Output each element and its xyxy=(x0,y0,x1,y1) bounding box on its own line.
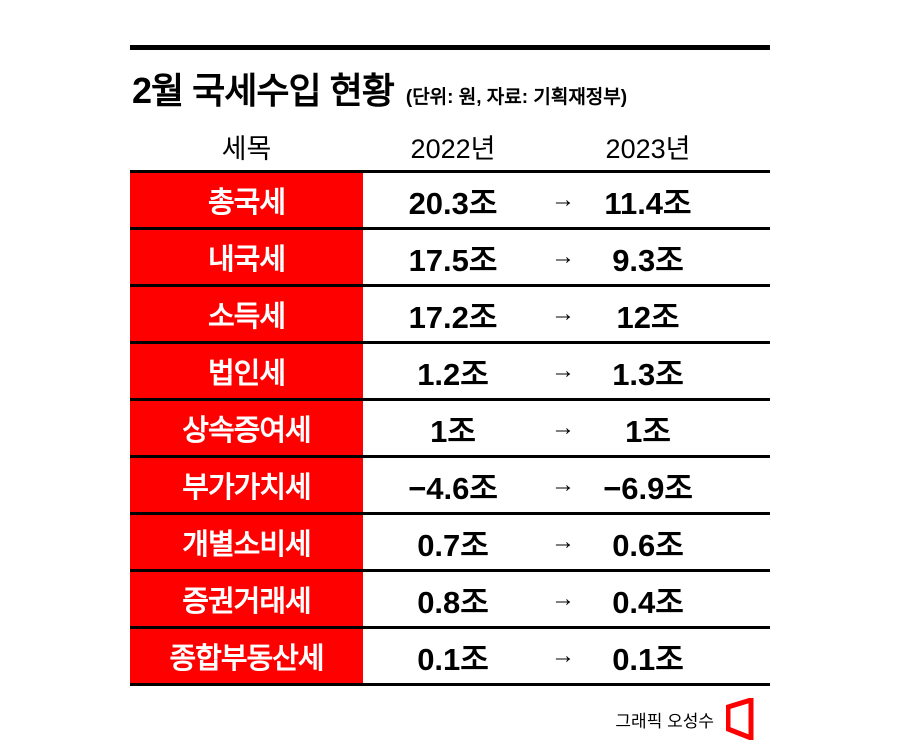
content-wrap: 2월 국세수입 현황 (단위: 원, 자료: 기획재정부) 세목 2022년 2… xyxy=(130,45,770,686)
row-label: 상속증여세 xyxy=(130,401,363,455)
value-2023: 11.4조 xyxy=(604,185,692,221)
row-label: 부가가치세 xyxy=(130,458,363,512)
row-label: 소득세 xyxy=(130,287,363,341)
value-2023: −6.9조 xyxy=(603,470,693,506)
table-row: 종합부동산세 0.1조 → 0.1조 xyxy=(130,626,770,683)
title-unit-note: (단위: 원, 자료: 기획재정부) xyxy=(405,87,628,108)
arrow-right-icon: → xyxy=(551,585,575,612)
arrow-right-icon: → xyxy=(551,471,575,498)
value-2022: 1.2조 xyxy=(417,356,489,392)
arrow-right-icon: → xyxy=(551,186,575,213)
footer: 그래픽 오성수 xyxy=(130,698,770,740)
top-rule xyxy=(130,45,770,50)
value-2022: 1조 xyxy=(430,413,476,449)
table-header: 세목 2022년 2023년 xyxy=(130,122,770,170)
value-2022: −4.6조 xyxy=(408,470,498,506)
table-row: 법인세 1.2조 → 1.3조 xyxy=(130,341,770,398)
value-2023: 1.3조 xyxy=(612,356,684,392)
table-row: 개별소비세 0.7조 → 0.6조 xyxy=(130,512,770,569)
arrow-right-icon: → xyxy=(551,414,575,441)
arrow-right-icon: → xyxy=(551,243,575,270)
column-header-2022: 2022년 xyxy=(410,133,496,164)
arrow-right-icon: → xyxy=(551,642,575,669)
publisher-logo-icon xyxy=(726,698,754,740)
table-row: 증권거래세 0.8조 → 0.4조 xyxy=(130,569,770,626)
column-header-2023: 2023년 xyxy=(605,133,691,164)
row-label: 종합부동산세 xyxy=(130,629,363,683)
table-row: 부가가치세 −4.6조 → −6.9조 xyxy=(130,455,770,512)
tax-table: 총국세 20.3조 → 11.4조 내국세 17.5조 → 9.3조 소득세 1… xyxy=(130,170,770,686)
value-2023: 9.3조 xyxy=(612,242,684,278)
value-2022: 20.3조 xyxy=(408,185,498,221)
arrow-right-icon: → xyxy=(551,357,575,384)
table-row: 내국세 17.5조 → 9.3조 xyxy=(130,227,770,284)
value-2022: 0.1조 xyxy=(417,641,489,677)
column-header-item: 세목 xyxy=(221,133,272,164)
title-bar: 2월 국세수입 현황 (단위: 원, 자료: 기획재정부) xyxy=(130,50,770,122)
graphic-credit: 그래픽 오성수 xyxy=(615,711,714,731)
value-2022: 17.5조 xyxy=(408,242,498,278)
arrow-right-icon: → xyxy=(551,528,575,555)
row-label: 증권거래세 xyxy=(130,572,363,626)
row-label: 총국세 xyxy=(130,173,363,227)
row-label: 개별소비세 xyxy=(130,515,363,569)
page-title: 2월 국세수입 현황 xyxy=(132,70,395,111)
table-row: 총국세 20.3조 → 11.4조 xyxy=(130,170,770,227)
arrow-right-icon: → xyxy=(551,300,575,327)
value-2022: 0.8조 xyxy=(417,584,489,620)
value-2023: 12조 xyxy=(616,299,680,335)
value-2022: 17.2조 xyxy=(408,299,498,335)
value-2023: 0.1조 xyxy=(612,641,684,677)
row-label: 내국세 xyxy=(130,230,363,284)
table-row: 소득세 17.2조 → 12조 xyxy=(130,284,770,341)
table-row: 상속증여세 1조 → 1조 xyxy=(130,398,770,455)
value-2023: 1조 xyxy=(625,413,671,449)
value-2023: 0.6조 xyxy=(612,527,684,563)
value-2022: 0.7조 xyxy=(417,527,489,563)
value-2023: 0.4조 xyxy=(612,584,684,620)
row-label: 법인세 xyxy=(130,344,363,398)
